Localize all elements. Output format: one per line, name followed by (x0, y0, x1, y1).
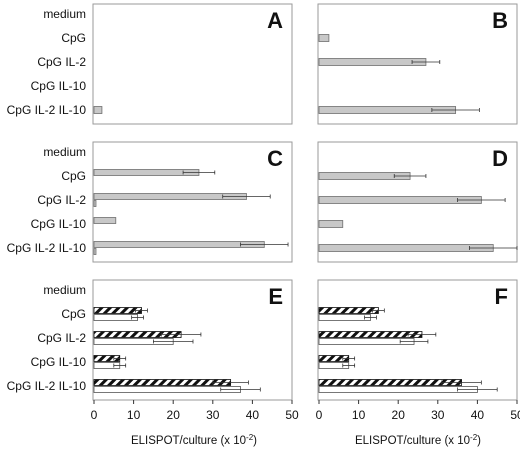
x-tick-label: 50 (285, 408, 299, 422)
bar (318, 244, 494, 252)
x-tick-label: 40 (471, 408, 485, 422)
bar (318, 34, 330, 42)
x-tick-label: 40 (246, 408, 260, 422)
panel-e-bars (93, 307, 293, 404)
bar (93, 217, 117, 224)
panel-f-frame (317, 279, 518, 401)
category-label: CpG IL-2 IL-10 (7, 379, 87, 393)
panel-b-frame (317, 3, 518, 125)
category-label: CpG IL-2 IL-10 (7, 103, 87, 117)
x-tick-label: 0 (316, 408, 323, 422)
panel-f-bars (318, 307, 518, 404)
bar (93, 314, 138, 321)
x-axis-left: 0 10 20 30 40 50 (91, 408, 299, 422)
category-labels-row-3: medium CpG CpG IL-2 CpG IL-10 CpG IL-2 I… (7, 283, 87, 393)
category-label: CpG (61, 307, 86, 321)
bar (93, 248, 97, 255)
category-label: CpG (61, 31, 86, 45)
panel-letter-f: F (495, 284, 508, 309)
x-axis-right: 0 10 20 30 40 50 (316, 408, 520, 422)
panel-b-bars (318, 34, 480, 114)
category-label: medium (43, 7, 86, 21)
panel-letter-d: D (492, 146, 508, 171)
bar (318, 220, 344, 228)
bar (93, 200, 97, 207)
category-label: CpG IL-2 (37, 55, 86, 69)
x-axis-title-left: ELISPOT/culture (x 10-2) (131, 433, 257, 447)
bar (93, 241, 265, 248)
category-label: CpG IL-10 (31, 217, 87, 231)
panel-c-frame (92, 141, 293, 263)
bar (93, 379, 232, 386)
x-tick-label: 10 (127, 408, 141, 422)
category-label: medium (43, 283, 86, 297)
category-label: medium (43, 145, 86, 159)
bar (318, 331, 423, 338)
x-tick-label: 10 (352, 408, 366, 422)
bar (318, 196, 482, 204)
panel-letter-e: E (268, 284, 283, 309)
bar (318, 314, 371, 321)
x-tick-label: 30 (431, 408, 445, 422)
category-label: CpG IL-10 (31, 79, 87, 93)
x-tick-label: 50 (510, 408, 520, 422)
panel-letter-b: B (492, 8, 508, 33)
bar (318, 386, 478, 393)
bar (318, 307, 379, 314)
panel-letter-a: A (267, 8, 283, 33)
bar (318, 58, 427, 66)
x-tick-label: 0 (91, 408, 98, 422)
x-axis-title-right: ELISPOT/culture (x 10-2) (355, 433, 481, 447)
panel-letter-c: C (267, 146, 283, 171)
bar (93, 307, 142, 314)
x-tick-label: 30 (206, 408, 220, 422)
category-label: CpG IL-2 IL-10 (7, 241, 87, 255)
category-labels-row-1: medium CpG CpG IL-2 CpG IL-10 CpG IL-2 I… (7, 7, 87, 117)
chart-marks (93, 34, 518, 404)
category-label: CpG IL-2 (37, 193, 86, 207)
panel-d-frame (317, 141, 518, 263)
x-tick-label: 20 (167, 408, 181, 422)
x-tick-label: 20 (392, 408, 406, 422)
category-label: CpG (61, 169, 86, 183)
bar (93, 386, 241, 393)
category-label: CpG IL-2 (37, 331, 86, 345)
panel-c-bars (93, 169, 289, 255)
bar (318, 379, 462, 386)
panel-d-bars (318, 172, 518, 252)
panel-a-frame (92, 3, 293, 125)
category-labels-row-2: medium CpG CpG IL-2 CpG IL-10 CpG IL-2 I… (7, 145, 87, 255)
panel-e-frame (92, 279, 293, 401)
panel-a-bars (93, 106, 103, 114)
bar (93, 106, 103, 114)
category-label: CpG IL-10 (31, 355, 87, 369)
